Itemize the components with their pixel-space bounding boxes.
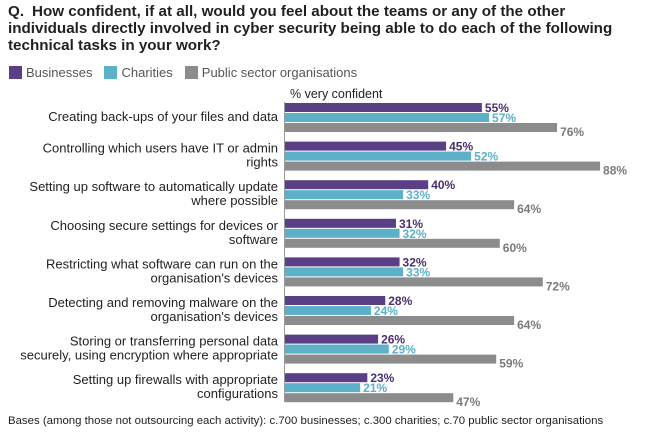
- bar-public-sector: [285, 123, 558, 132]
- data-label-public-sector: 60%: [503, 241, 527, 255]
- bar-charities: [285, 267, 404, 277]
- legend-item-businesses: Businesses: [9, 65, 92, 80]
- data-label-charities: 24%: [374, 304, 398, 318]
- chart-subheading: % very confident: [290, 87, 383, 101]
- category-label: Setting up software to automatically upd…: [29, 179, 278, 208]
- data-label-businesses: 28%: [388, 294, 412, 308]
- category-label: Restricting what software can run on the…: [46, 256, 278, 285]
- bar-businesses: [285, 103, 482, 112]
- bar-businesses: [285, 180, 429, 190]
- legend-label-public-sector: Public sector organisations: [201, 64, 358, 80]
- data-label-public-sector: 59%: [499, 357, 523, 371]
- data-label-businesses: 31%: [399, 217, 423, 231]
- chart-legend: Businesses Charities Public sector organ…: [9, 64, 369, 80]
- bar-public-sector: [285, 277, 543, 287]
- data-label-businesses: 26%: [381, 333, 405, 347]
- category-label: Storing or transferring personal data sec…: [20, 334, 278, 363]
- data-label-public-sector: 76%: [560, 125, 584, 139]
- legend-swatch-public-sector: [184, 65, 198, 79]
- legend-item-public-sector: Public sector organisations: [184, 64, 358, 80]
- bar-businesses: [285, 296, 386, 305]
- data-label-charities: 29%: [392, 343, 416, 357]
- bar-businesses: [285, 257, 400, 267]
- footnote: Bases (among those not outsourcing each …: [8, 415, 604, 427]
- category-label: Detecting and removing malware on the org…: [48, 295, 278, 324]
- bar-charities: [285, 228, 400, 238]
- bar-businesses: [285, 334, 379, 344]
- legend-label-businesses: Businesses: [26, 64, 93, 80]
- data-label-businesses: 45%: [449, 140, 473, 154]
- data-label-public-sector: 88%: [603, 164, 627, 178]
- bar-public-sector: [285, 200, 515, 210]
- legend-item-charities: Charities: [104, 64, 173, 80]
- bar-businesses: [285, 141, 447, 151]
- bar-charities: [285, 113, 490, 122]
- data-label-public-sector: 64%: [517, 202, 541, 216]
- question-text: Q. How confident, if at all, would you fe…: [8, 3, 644, 54]
- category-label: Controlling which users have IT or admin…: [43, 141, 279, 170]
- data-label-charities: 52%: [474, 150, 498, 164]
- data-label-businesses: 40%: [431, 178, 455, 192]
- category-label: Creating back-ups of your files and data: [48, 109, 279, 124]
- data-label-businesses: 23%: [370, 371, 394, 385]
- data-label-public-sector: 47%: [456, 395, 480, 409]
- bar-charities: [285, 344, 389, 354]
- question-body: How confident, if at all, would you feel…: [8, 3, 613, 54]
- data-label-businesses: 55%: [485, 101, 509, 115]
- data-label-charities: 32%: [403, 227, 427, 241]
- bar-charities: [285, 306, 371, 315]
- data-label-charities: 57%: [492, 111, 516, 125]
- legend-swatch-charities: [104, 65, 118, 79]
- category-label: Setting up firewalls with appropriate con…: [73, 372, 279, 401]
- bar-public-sector: [285, 161, 601, 171]
- question-label: Q.: [8, 3, 25, 20]
- bar-charities: [285, 190, 404, 200]
- chart-axis-line: [284, 102, 285, 402]
- category-label: Choosing secure settings for devices or s…: [50, 218, 278, 247]
- data-label-charities: 33%: [406, 188, 430, 202]
- bar-public-sector: [285, 354, 497, 364]
- bar-charities: [285, 383, 361, 393]
- bar-businesses: [285, 218, 396, 228]
- bar-charities: [285, 151, 472, 161]
- legend-swatch-businesses: [9, 65, 22, 79]
- data-label-charities: 21%: [363, 381, 387, 395]
- data-label-public-sector: 64%: [517, 318, 541, 332]
- bar-businesses: [285, 373, 368, 383]
- legend-label-charities: Charities: [121, 64, 173, 80]
- data-label-businesses: 32%: [403, 255, 427, 269]
- bar-public-sector: [285, 393, 454, 403]
- data-label-charities: 33%: [406, 265, 430, 279]
- bar-public-sector: [285, 316, 515, 325]
- data-label-public-sector: 72%: [546, 279, 570, 293]
- bar-public-sector: [285, 238, 500, 248]
